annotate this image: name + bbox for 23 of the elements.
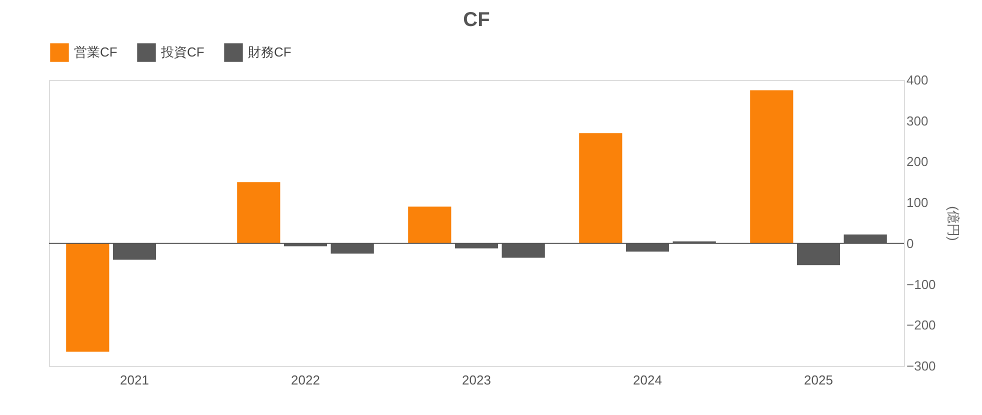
- x-tick-label: 2021: [120, 372, 149, 388]
- x-tick-label: 2025: [804, 372, 833, 388]
- y-tick-label: 100: [906, 195, 928, 210]
- legend-label: 財務CF: [248, 44, 292, 60]
- y-axis-title: (億円): [946, 206, 961, 241]
- y-tick-label: 200: [906, 154, 928, 170]
- y-tick-label: −300: [906, 358, 936, 374]
- bar: [66, 243, 110, 352]
- y-tick-label: 0: [906, 236, 914, 251]
- y-tick-label: −100: [906, 276, 936, 292]
- y-tick-label: −200: [906, 318, 936, 333]
- bar: [579, 133, 622, 244]
- bar: [237, 182, 280, 244]
- x-tick-label: 2023: [462, 372, 491, 388]
- bar: [408, 206, 452, 244]
- legend-label: 営業CF: [74, 44, 118, 60]
- x-tick-label: 2024: [633, 372, 662, 388]
- y-tick-label: 300: [906, 113, 928, 128]
- x-tick-label: 2022: [291, 372, 320, 388]
- bar: [750, 90, 794, 244]
- y-tick-label: 400: [906, 72, 928, 88]
- chart-title: CF: [463, 9, 490, 31]
- legend-label: 投資CF: [160, 44, 204, 60]
